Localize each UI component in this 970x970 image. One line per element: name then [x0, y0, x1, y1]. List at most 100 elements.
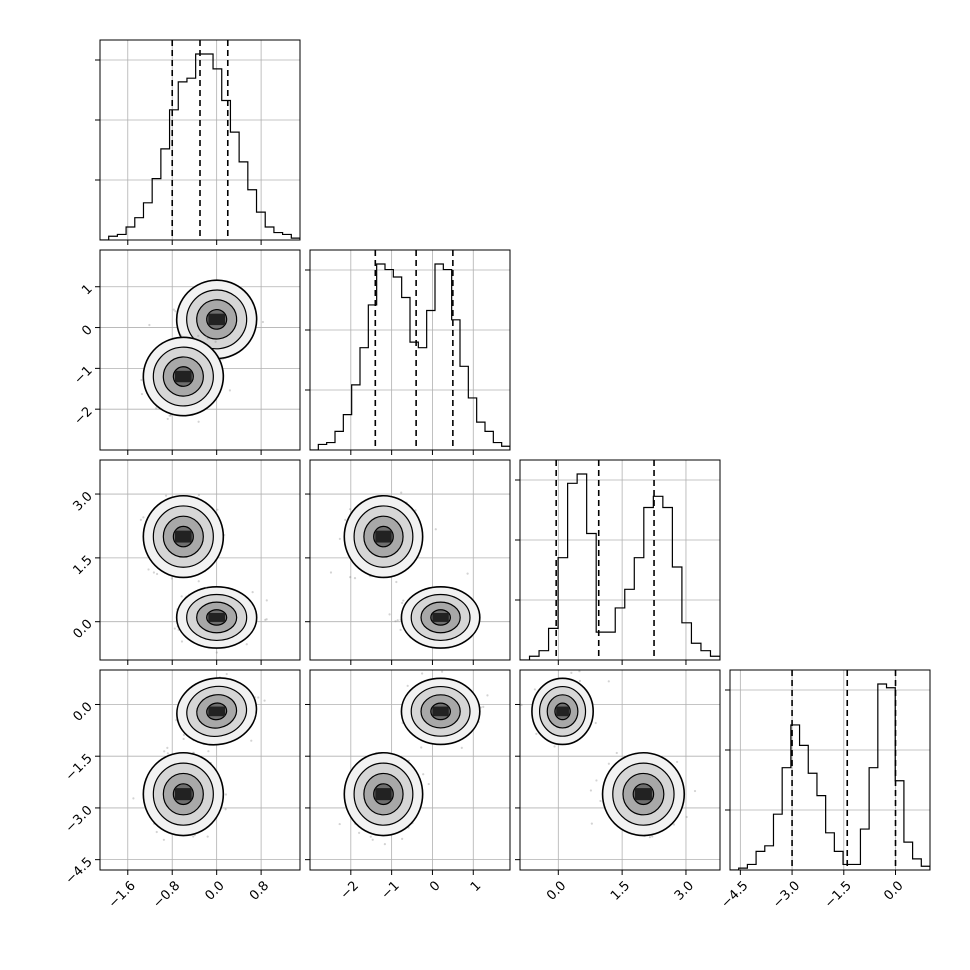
scatter-point [182, 737, 185, 741]
scatter-point [257, 696, 260, 699]
scatter-point [180, 640, 184, 643]
panel-frame [99, 249, 301, 451]
histogram-1 [310, 263, 510, 450]
density-peak [208, 313, 225, 326]
scatter-point [595, 779, 598, 782]
scatter-point [148, 323, 151, 327]
scatter-point [615, 751, 618, 755]
scatter-point [578, 670, 581, 673]
scatter-point [206, 337, 209, 340]
scatter-point [482, 705, 485, 708]
scatter-point [265, 599, 268, 602]
scatter-point [180, 334, 183, 337]
histogram-2 [520, 473, 720, 660]
scatter-point [594, 721, 597, 725]
panel-1-1 [305, 249, 511, 455]
scatter-point [651, 835, 654, 838]
scatter-point [164, 494, 168, 497]
scatter-point [140, 392, 144, 396]
scatter-point [553, 745, 556, 748]
scatter-point [400, 491, 403, 494]
scatter-point [162, 838, 166, 841]
ytick-label: 1 [79, 282, 95, 298]
scatter-point [422, 773, 425, 776]
scatter-point [251, 591, 254, 594]
scatter-point [420, 746, 423, 749]
scatter-point [215, 651, 218, 654]
scatter-point [214, 340, 217, 343]
scatter-point [434, 528, 437, 531]
scatter-point [163, 750, 166, 753]
scatter-point [440, 670, 444, 673]
panel-frame [729, 669, 931, 871]
panel-0-0 [95, 39, 301, 245]
panel-frame [519, 459, 721, 661]
scatter-point [358, 831, 361, 834]
scatter-points [139, 493, 268, 654]
ytick-label: −1.5 [63, 751, 96, 784]
scatter-point [348, 508, 352, 511]
scatter-point [533, 688, 536, 691]
scatter-point [329, 571, 333, 574]
scatter-point [132, 797, 135, 800]
scatter-point [349, 576, 352, 579]
scatter-point [401, 837, 404, 840]
scatter-point [147, 568, 150, 571]
xtick-label: −2 [338, 878, 362, 902]
scatter-point [607, 762, 610, 765]
panel-frame [519, 669, 721, 871]
xtick-label: −1.5 [822, 878, 855, 911]
panel-1-2 [305, 459, 511, 665]
density-peak [556, 706, 569, 717]
xtick-label: 1 [468, 878, 484, 894]
scatter-point [395, 580, 398, 584]
scatter-point [197, 493, 201, 497]
scatter-point [486, 694, 489, 697]
scatter-point [371, 838, 374, 841]
density-peak [175, 530, 192, 543]
xtick-label: −3.0 [770, 878, 803, 911]
scatter-point [204, 586, 208, 589]
scatter-point [224, 808, 227, 811]
scatter-point [174, 310, 177, 313]
scatter-point [570, 671, 573, 674]
scatter-point [394, 620, 397, 623]
scatter-point [192, 835, 195, 838]
ytick-label: 0 [79, 323, 95, 339]
panel-2-3: 0.0 1.5 3.0 [515, 669, 721, 904]
panel-frame [99, 459, 301, 661]
scatter-point [353, 577, 357, 580]
scatter-points [140, 279, 265, 423]
scatter-point [197, 334, 200, 337]
scatter-point [139, 518, 142, 521]
xtick-label: −1 [379, 878, 403, 902]
scatter-point [168, 414, 171, 417]
xtick-label: 0.0 [544, 878, 569, 903]
density-peak [175, 788, 192, 801]
scatter-point [152, 571, 156, 574]
scatter-point [225, 672, 228, 676]
ytick-label: 3.0 [70, 489, 95, 514]
scatter-point [205, 335, 208, 338]
ytick-label: −4.5 [63, 855, 96, 888]
scatter-point [245, 643, 248, 646]
density-peak [634, 788, 652, 801]
panel-frame [99, 39, 301, 241]
scatter-point [155, 572, 159, 576]
scatter-point [155, 407, 158, 410]
panel-2-2 [515, 459, 721, 665]
scatter-point [172, 308, 175, 311]
scatter-point [520, 703, 523, 706]
panel-3-3: −4.5 −3.0 −1.5 0.0 [718, 669, 931, 911]
density-peak [375, 530, 392, 543]
scatter-point [599, 799, 602, 803]
scatter-point [197, 580, 200, 583]
xtick-label: 3.0 [672, 878, 697, 903]
scatter-point [685, 815, 688, 819]
scatter-point [578, 679, 582, 683]
scatter-point [228, 389, 232, 392]
scatter-point [675, 760, 679, 764]
xtick-label: 0.8 [247, 878, 272, 903]
scatter-point [338, 537, 341, 541]
ytick-label: 1.5 [70, 553, 95, 578]
